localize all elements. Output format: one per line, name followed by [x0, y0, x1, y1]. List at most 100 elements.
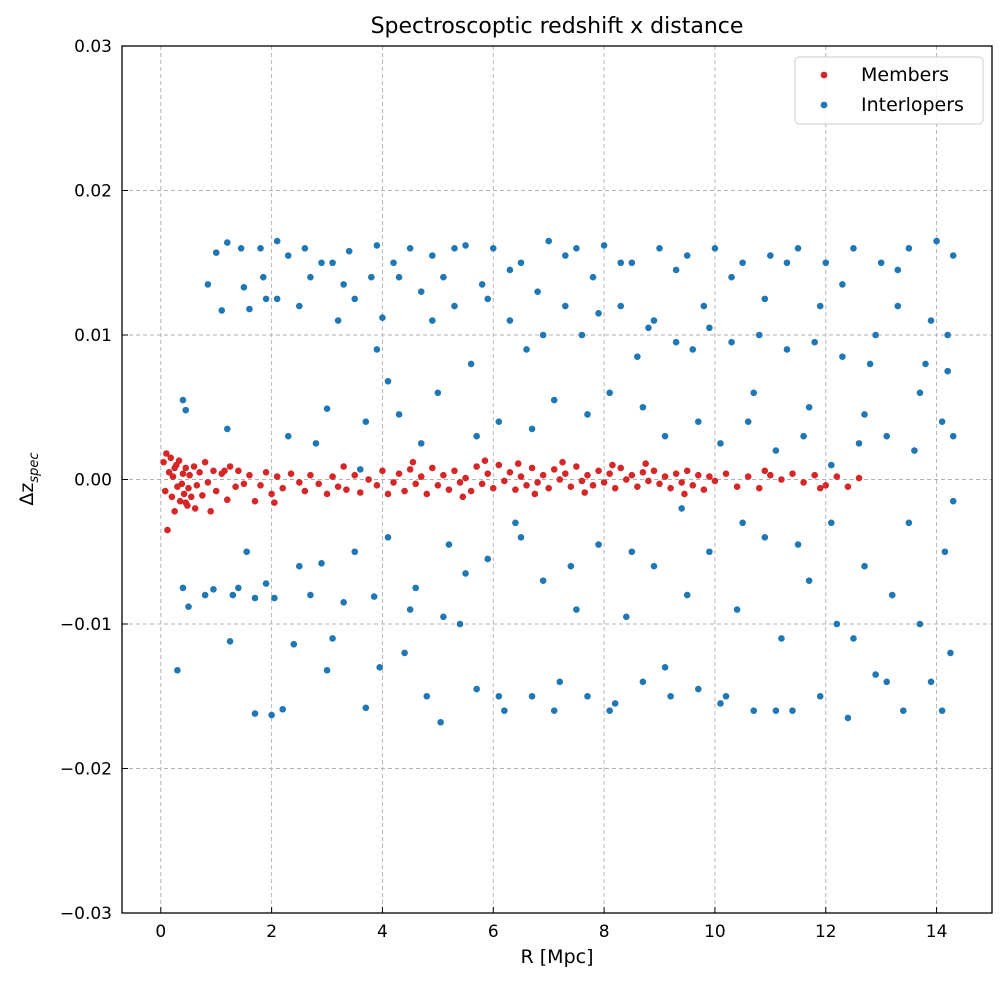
interloper-point [506, 317, 514, 324]
member-point [600, 479, 608, 486]
interloper-point [273, 237, 281, 245]
interloper-point [877, 259, 885, 267]
member-point [271, 499, 278, 506]
interloper-point [484, 555, 492, 563]
interloper-point [182, 406, 190, 414]
interloper-point [307, 591, 314, 599]
member-point [163, 450, 170, 457]
member-point [180, 490, 188, 498]
interloper-point [650, 562, 658, 570]
member-point [567, 483, 575, 491]
interloper-point [179, 396, 187, 404]
member-point [800, 479, 807, 486]
interloper-point [944, 331, 951, 339]
member-point [550, 466, 558, 473]
interloper-point [567, 562, 575, 570]
member-point [165, 468, 173, 476]
member-point [539, 471, 547, 479]
interloper-point [376, 664, 383, 671]
interloper-point [445, 541, 453, 548]
member-point [207, 507, 214, 515]
interloper-point [237, 245, 245, 252]
interloper-point [805, 403, 813, 411]
member-point [755, 484, 763, 492]
member-point [182, 464, 190, 472]
interloper-point [595, 541, 602, 548]
y-tick-label: −0.02 [60, 760, 112, 780]
interloper-point [778, 635, 785, 642]
member-point [187, 493, 195, 501]
member-point [681, 490, 688, 498]
interloper-point [429, 252, 436, 259]
member-point [390, 479, 397, 486]
interloper-point [235, 584, 242, 592]
member-point [204, 479, 212, 486]
interloper-point [794, 245, 802, 252]
member-point [223, 496, 231, 504]
x-tick-label: 8 [599, 922, 610, 942]
interloper-point [941, 548, 949, 556]
member-point [584, 471, 591, 479]
member-point [650, 467, 658, 475]
member-point [171, 507, 178, 515]
member-point [251, 497, 259, 505]
member-point [171, 464, 178, 472]
interloper-point [395, 273, 403, 281]
interloper-point [489, 245, 497, 252]
interloper-point [861, 411, 868, 418]
interloper-point [772, 707, 780, 714]
interloper-point [246, 305, 253, 313]
member-point [545, 484, 552, 492]
interloper-point [811, 338, 818, 346]
interloper-point [947, 649, 954, 657]
interloper-point [218, 307, 226, 314]
interloper-point [678, 505, 685, 512]
interloper-point [767, 252, 774, 259]
interloper-point [390, 259, 397, 267]
member-point [667, 484, 674, 492]
interloper-point [301, 245, 309, 252]
interloper-point [706, 548, 713, 556]
interloper-point [517, 259, 525, 267]
member-point [778, 476, 785, 483]
interloper-point [562, 302, 569, 310]
interloper-point [329, 259, 336, 267]
interloper-point [340, 599, 347, 606]
interloper-point [933, 237, 940, 245]
interloper-point [440, 273, 447, 281]
member-point [495, 461, 503, 469]
member-point [722, 470, 730, 478]
member-point [456, 479, 464, 486]
interloper-point [462, 242, 469, 249]
interloper-point [290, 640, 298, 648]
interloper-point [861, 562, 868, 570]
member-point [161, 487, 169, 495]
member-point [178, 480, 186, 488]
member-point [695, 471, 702, 479]
interloper-point [401, 649, 408, 657]
interloper-point [650, 317, 658, 324]
interloper-point [284, 432, 292, 440]
y-tick-label: −0.01 [60, 615, 112, 635]
x-axis-label: R [Mpc] [521, 946, 594, 968]
interloper-point [733, 606, 741, 613]
x-tick-label: 4 [377, 922, 388, 942]
interloper-point [174, 666, 181, 674]
member-point [329, 473, 336, 480]
interloper-point [473, 432, 480, 440]
member-point [199, 492, 206, 499]
interloper-point [362, 704, 370, 712]
interloper-point [240, 284, 248, 291]
interloper-point [417, 440, 425, 447]
interloper-point [279, 705, 287, 713]
member-point [672, 470, 680, 478]
member-point [656, 480, 663, 488]
interloper-point [695, 685, 702, 693]
member-point [534, 479, 541, 486]
interloper-point [318, 259, 325, 267]
interloper-point [373, 346, 381, 353]
legend-marker-members [820, 71, 828, 79]
member-point [595, 467, 602, 475]
interloper-point [312, 440, 320, 447]
